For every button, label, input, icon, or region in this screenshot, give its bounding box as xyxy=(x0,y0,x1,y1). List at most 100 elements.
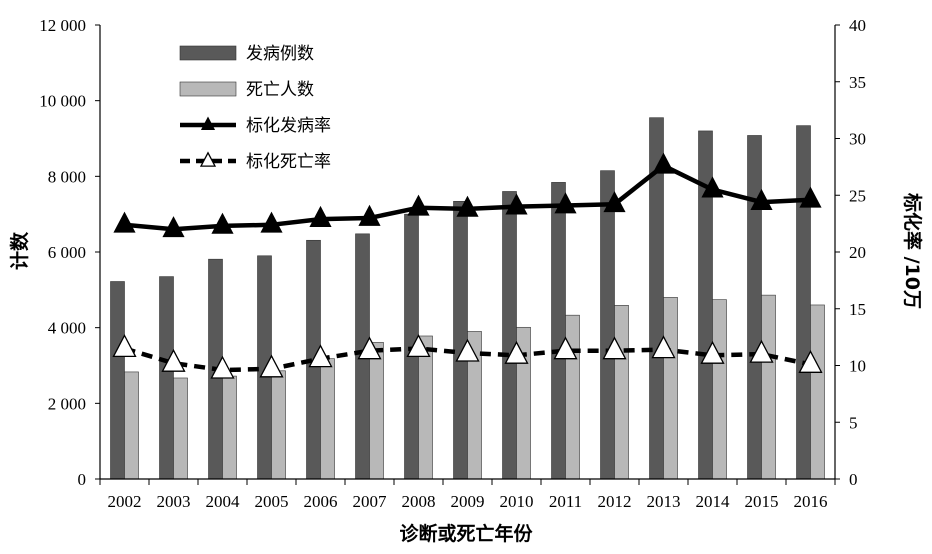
bar-deaths-2013 xyxy=(663,297,678,480)
marker-mortality-2002 xyxy=(112,334,137,358)
marker-mortality-2005 xyxy=(259,354,284,378)
y-tick-label: 4 000 xyxy=(48,319,86,338)
marker-incidence-2009 xyxy=(456,195,479,217)
bar-cases-2016 xyxy=(796,125,811,480)
x-tick-label-2007: 2007 xyxy=(353,492,388,511)
x-tick-label-2012: 2012 xyxy=(598,492,632,511)
x-tick-label-2013: 2013 xyxy=(647,492,681,511)
y2-tick-label: 5 xyxy=(849,413,858,432)
marker-incidence-2013 xyxy=(652,152,675,174)
bar-cases-2002 xyxy=(110,281,125,480)
line-layer xyxy=(112,152,823,379)
tick-layer: 0 2 000 4 000 6 000 8 000 10 000 12 000 0 5 10 15 2… xyxy=(39,16,866,511)
y2-tick-label: 30 xyxy=(849,130,866,149)
marker-mortality-2004 xyxy=(210,355,235,379)
marker-mortality-2016 xyxy=(798,350,823,373)
marker-mortality-2010 xyxy=(504,340,529,364)
marker-incidence-2004 xyxy=(211,212,234,234)
bar-deaths-2016 xyxy=(810,304,825,480)
marker-mortality-2014 xyxy=(700,340,725,364)
marker-incidence-2014 xyxy=(701,176,724,198)
bar-deaths-2011 xyxy=(565,314,580,480)
bar-cases-2011 xyxy=(551,182,566,480)
marker-mortality-2003 xyxy=(161,348,186,372)
y2-tick-label: 25 xyxy=(849,186,866,205)
x-tick-label-2015: 2015 xyxy=(745,492,779,511)
bar-deaths-2006 xyxy=(320,358,335,480)
marker-mortality-2007 xyxy=(357,336,382,360)
x-tick-label-2011: 2011 xyxy=(549,492,582,511)
y2-tick-label: 0 xyxy=(849,470,858,489)
y-tick-label: 6 000 xyxy=(48,243,86,262)
marker-incidence-2008 xyxy=(407,194,430,216)
axes-layer xyxy=(95,24,840,485)
marker-incidence-2015 xyxy=(750,188,773,210)
marker-incidence-2006 xyxy=(309,205,332,227)
x-tick-label-2003: 2003 xyxy=(157,492,191,511)
x-tick-label-2004: 2004 xyxy=(206,492,241,511)
legend-swatch-deaths xyxy=(179,81,237,97)
y2-axis-title: 标化率 /10万 xyxy=(901,193,924,309)
bar-deaths-2003 xyxy=(173,377,188,480)
bar-deaths-2015 xyxy=(761,294,776,480)
bar-cases-2003 xyxy=(159,276,174,480)
bar-cases-2009 xyxy=(453,201,468,480)
marker-incidence-2003 xyxy=(162,216,185,238)
y2-tick-label: 10 xyxy=(849,357,866,376)
marker-incidence-2016 xyxy=(799,186,822,208)
bar-deaths-2005 xyxy=(271,370,286,480)
marker-incidence-2007 xyxy=(358,204,381,226)
legend-marker-incidence xyxy=(200,116,216,130)
marker-mortality-2009 xyxy=(455,338,480,362)
x-tick-label-2002: 2002 xyxy=(108,492,142,511)
marker-mortality-2008 xyxy=(406,334,431,358)
y-tick-label: 10 000 xyxy=(39,92,86,111)
legend-label: 标化死亡率 xyxy=(246,152,331,172)
y-tick-label: 2 000 xyxy=(48,394,86,413)
y2-tick-label: 15 xyxy=(849,300,866,319)
bar-deaths-2012 xyxy=(614,305,629,480)
y-tick-label: 0 xyxy=(78,470,87,489)
y-axis-title: 计数 xyxy=(8,231,31,270)
marker-mortality-2012 xyxy=(602,336,627,360)
x-tick-label-2016: 2016 xyxy=(794,492,828,511)
y2-tick-label: 40 xyxy=(849,16,866,35)
x-tick-label-2014: 2014 xyxy=(696,492,731,511)
legend-label: 发病例数 xyxy=(246,44,314,64)
bar-cases-2015 xyxy=(747,135,762,480)
legend-label: 死亡人数 xyxy=(246,80,314,100)
x-tick-label-2009: 2009 xyxy=(451,492,485,511)
x-tick-label-2008: 2008 xyxy=(402,492,436,511)
legend-marker-mortality xyxy=(199,151,217,167)
marker-incidence-2011 xyxy=(554,192,577,214)
y-tick-label: 12 000 xyxy=(39,16,86,35)
x-tick-label-2010: 2010 xyxy=(500,492,534,511)
y2-tick-label: 35 xyxy=(849,73,866,92)
legend-label: 标化发病率 xyxy=(246,116,331,136)
marker-mortality-2015 xyxy=(749,339,774,363)
bar-deaths-2014 xyxy=(712,299,727,480)
x-tick-label-2006: 2006 xyxy=(304,492,338,511)
legend-swatch-cases xyxy=(179,45,237,61)
marker-incidence-2012 xyxy=(603,191,626,213)
marker-incidence-2010 xyxy=(505,193,528,215)
bar-deaths-2002 xyxy=(124,371,139,480)
bar-cases-2012 xyxy=(600,170,615,480)
marker-mortality-2011 xyxy=(553,336,578,360)
bar-deaths-2008 xyxy=(418,335,433,480)
bar-layer xyxy=(110,117,825,480)
x-tick-label-2005: 2005 xyxy=(255,492,289,511)
marker-mortality-2013 xyxy=(651,335,676,359)
x-axis-title: 诊断或死亡年份 xyxy=(399,522,533,545)
marker-incidence-2005 xyxy=(260,211,283,233)
bar-cases-2010 xyxy=(502,191,517,480)
bar-deaths-2004 xyxy=(222,375,237,480)
y2-tick-label: 20 xyxy=(849,243,866,262)
bar-deaths-2007 xyxy=(369,342,384,480)
y-tick-label: 8 000 xyxy=(48,167,86,186)
marker-mortality-2006 xyxy=(308,344,333,368)
marker-incidence-2002 xyxy=(113,211,136,233)
